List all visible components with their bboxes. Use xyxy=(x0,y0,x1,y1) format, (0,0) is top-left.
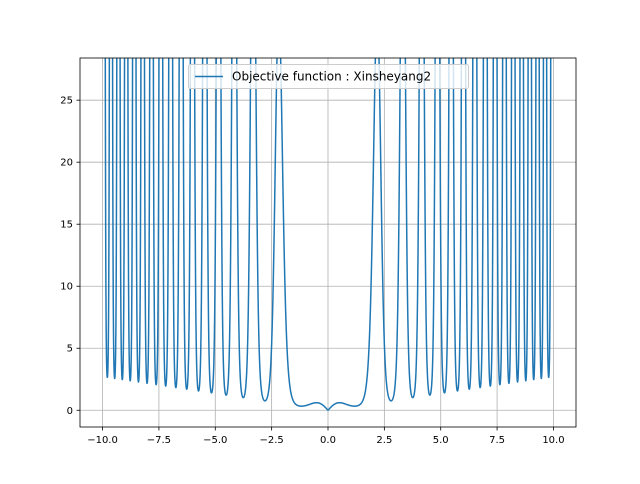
x-tick-label: 5.0 xyxy=(433,435,449,446)
y-tick-label: 10 xyxy=(60,282,73,293)
x-axis: −10.0 −7.5 −5.0 −2.5 0.0 2.5 5.0 7.5 10.0 xyxy=(87,427,565,446)
x-tick-label: −2.5 xyxy=(259,435,283,446)
y-tick-label: 0 xyxy=(67,406,73,417)
y-tick-label: 5 xyxy=(67,344,73,355)
legend-label: Objective function : Xinsheyang2 xyxy=(232,70,431,84)
x-tick-label: 0.0 xyxy=(320,435,336,446)
x-tick-label: 2.5 xyxy=(376,435,392,446)
x-tick-label: −10.0 xyxy=(87,435,118,446)
legend-box xyxy=(188,64,469,89)
x-tick-label: −5.0 xyxy=(203,435,227,446)
y-axis: 0 5 10 15 20 25 xyxy=(60,96,80,417)
y-tick-label: 15 xyxy=(60,220,73,231)
x-tick-label: 10.0 xyxy=(542,435,564,446)
x-tick-label: −7.5 xyxy=(147,435,171,446)
y-tick-label: 20 xyxy=(60,158,73,169)
series-line-xinsheyang2 xyxy=(104,58,552,412)
legend: Objective function : Xinsheyang2 xyxy=(188,64,469,89)
y-tick-label: 25 xyxy=(60,96,73,107)
x-tick-label: 7.5 xyxy=(489,435,505,446)
